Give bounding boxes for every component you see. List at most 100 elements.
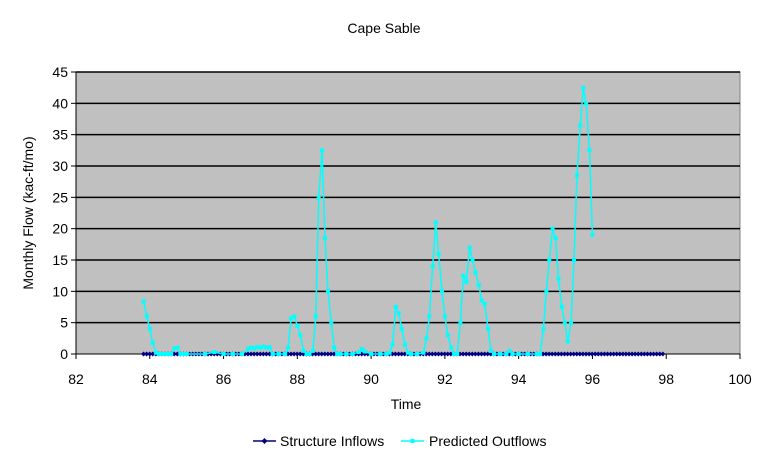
- data-point-predicted-outflows: [169, 352, 174, 356]
- data-point-predicted-outflows: [221, 352, 226, 356]
- data-point-structure-inflows: [561, 351, 567, 357]
- data-point-predicted-outflows: [498, 352, 503, 356]
- data-point-predicted-outflows: [473, 270, 478, 275]
- y-tick-label: 35: [52, 127, 68, 143]
- data-point-structure-inflows: [583, 351, 589, 357]
- y-tick-label: 10: [52, 283, 68, 299]
- data-point-structure-inflows: [660, 351, 666, 357]
- data-point-predicted-outflows: [203, 352, 208, 356]
- data-point-structure-inflows: [254, 351, 260, 357]
- data-point-predicted-outflows: [569, 320, 574, 325]
- data-point-predicted-outflows: [163, 352, 168, 356]
- data-point-structure-inflows: [552, 351, 558, 357]
- legend: Structure Inflows Predicted Outflows: [253, 433, 547, 449]
- data-point-predicted-outflows: [362, 349, 367, 354]
- data-point-predicted-outflows: [332, 345, 337, 350]
- data-point-structure-inflows: [260, 351, 266, 357]
- data-point-predicted-outflows: [172, 346, 177, 351]
- data-point-structure-inflows: [442, 351, 448, 357]
- data-point-predicted-outflows: [491, 352, 496, 356]
- data-point-predicted-outflows: [249, 345, 254, 350]
- data-point-structure-inflows: [565, 351, 571, 357]
- data-point-predicted-outflows: [467, 245, 472, 250]
- data-point-predicted-outflows: [584, 101, 589, 106]
- legend-marker-predicted-outflows: [410, 439, 415, 443]
- x-tick-label: 82: [68, 371, 84, 387]
- data-point-predicted-outflows: [212, 350, 217, 355]
- data-point-structure-inflows: [144, 351, 150, 357]
- data-point-structure-inflows: [605, 351, 611, 357]
- y-tick-label: 25: [52, 189, 68, 205]
- data-point-predicted-outflows: [316, 195, 321, 200]
- data-point-structure-inflows: [460, 351, 466, 357]
- data-point-predicted-outflows: [267, 345, 272, 350]
- data-point-structure-inflows: [316, 351, 322, 357]
- data-point-structure-inflows: [297, 351, 303, 357]
- x-axis-label: Time: [391, 396, 422, 412]
- data-point-predicted-outflows: [292, 314, 297, 319]
- data-point-structure-inflows: [592, 351, 598, 357]
- data-point-structure-inflows: [485, 351, 491, 357]
- data-point-predicted-outflows: [479, 298, 484, 303]
- y-tick-label: 15: [52, 252, 68, 268]
- data-point-structure-inflows: [580, 351, 586, 357]
- data-point-predicted-outflows: [421, 350, 426, 355]
- data-point-structure-inflows: [574, 351, 580, 357]
- data-point-predicted-outflows: [482, 301, 487, 306]
- data-point-predicted-outflows: [442, 314, 447, 319]
- data-point-predicted-outflows: [356, 350, 361, 355]
- data-point-structure-inflows: [546, 351, 552, 357]
- data-point-structure-inflows: [322, 351, 328, 357]
- data-point-predicted-outflows: [504, 352, 509, 356]
- y-tick-label: 20: [52, 221, 68, 237]
- data-point-structure-inflows: [251, 351, 257, 357]
- data-point-structure-inflows: [294, 351, 300, 357]
- data-point-predicted-outflows: [507, 348, 512, 353]
- data-point-predicted-outflows: [486, 326, 491, 331]
- data-point-predicted-outflows: [581, 85, 586, 90]
- data-point-predicted-outflows: [178, 352, 183, 356]
- data-point-structure-inflows: [328, 351, 334, 357]
- data-point-predicted-outflows: [547, 258, 552, 262]
- data-point-predicted-outflows: [240, 352, 244, 356]
- data-point-structure-inflows: [558, 351, 564, 357]
- data-point-structure-inflows: [601, 351, 607, 357]
- chart-title: Cape Sable: [347, 20, 420, 36]
- data-point-structure-inflows: [392, 351, 398, 357]
- data-point-predicted-outflows: [562, 320, 567, 325]
- data-point-predicted-outflows: [590, 232, 595, 237]
- data-point-structure-inflows: [571, 351, 577, 357]
- data-point-predicted-outflows: [445, 333, 450, 338]
- data-point-predicted-outflows: [390, 342, 395, 347]
- data-point-predicted-outflows: [470, 258, 475, 262]
- data-point-structure-inflows: [263, 351, 269, 357]
- data-point-predicted-outflows: [439, 289, 444, 294]
- data-point-structure-inflows: [543, 351, 549, 357]
- legend-marker-structure-inflows: [261, 438, 268, 444]
- data-point-structure-inflows: [150, 351, 156, 357]
- data-point-structure-inflows: [620, 351, 626, 357]
- data-point-predicted-outflows: [154, 350, 159, 355]
- data-point-predicted-outflows: [587, 148, 592, 153]
- data-point-predicted-outflows: [538, 352, 543, 356]
- data-point-structure-inflows: [466, 351, 472, 357]
- data-point-structure-inflows: [399, 351, 405, 357]
- data-point-predicted-outflows: [510, 352, 515, 356]
- data-point-predicted-outflows: [436, 251, 441, 256]
- y-tick-label: 40: [52, 95, 68, 111]
- data-point-predicted-outflows: [415, 352, 420, 356]
- plot-area: [75, 71, 741, 355]
- data-point-predicted-outflows: [252, 346, 257, 351]
- data-point-structure-inflows: [147, 351, 153, 357]
- data-point-predicted-outflows: [427, 314, 432, 319]
- data-point-predicted-outflows: [261, 344, 266, 349]
- data-point-predicted-outflows: [378, 352, 383, 356]
- y-axis-label: Monthly Flow (kac-ft/mo): [20, 136, 36, 289]
- data-point-predicted-outflows: [141, 299, 146, 304]
- data-point-predicted-outflows: [403, 342, 408, 347]
- data-point-predicted-outflows: [408, 352, 413, 356]
- data-point-structure-inflows: [426, 351, 432, 357]
- data-point-predicted-outflows: [184, 352, 189, 356]
- data-point-structure-inflows: [396, 351, 402, 357]
